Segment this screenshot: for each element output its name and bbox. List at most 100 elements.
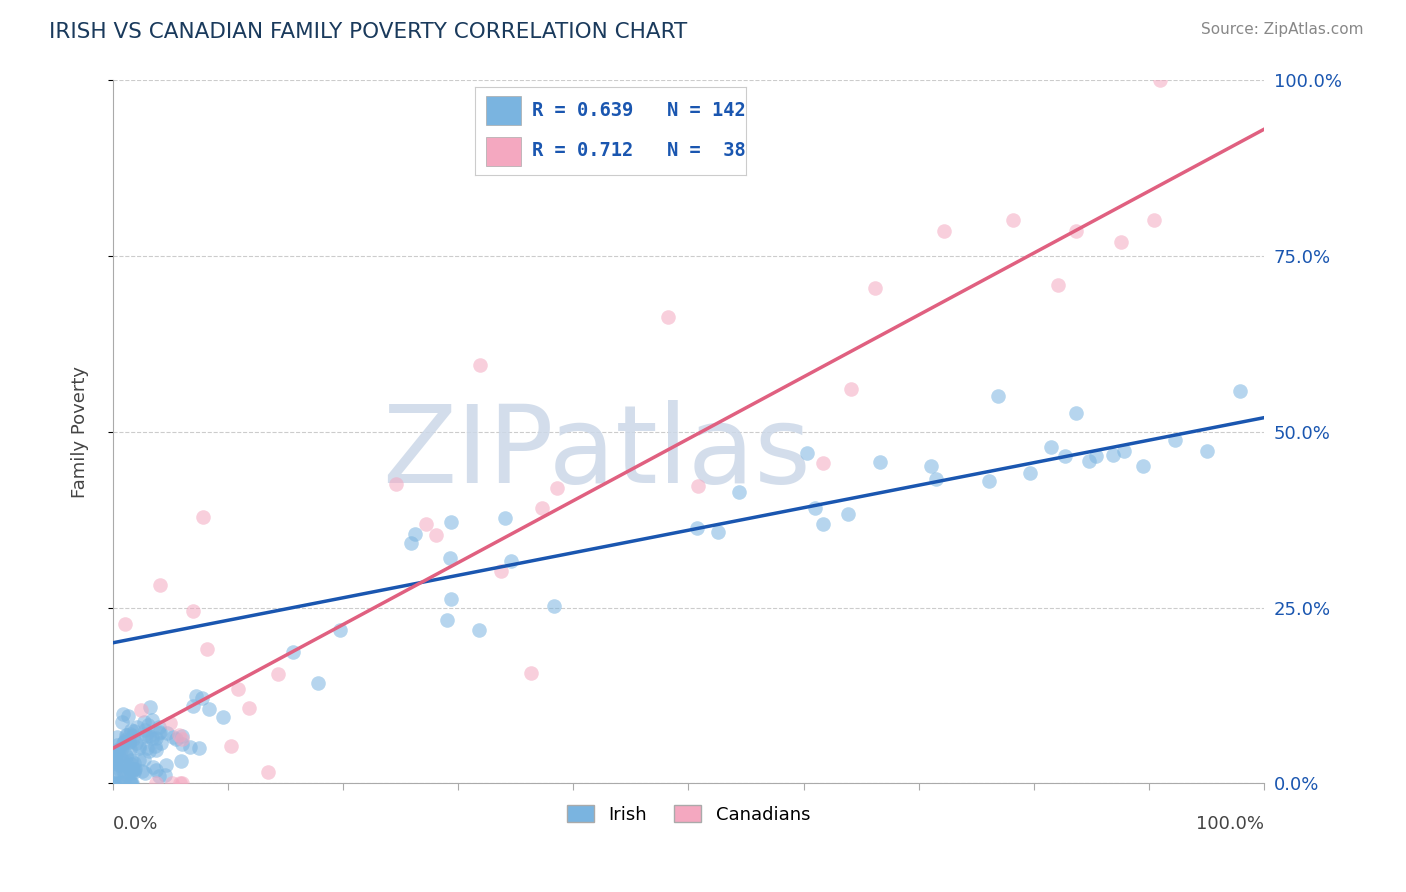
Point <box>114 766 136 780</box>
Point <box>1047 277 1070 292</box>
Point <box>804 500 827 515</box>
Point <box>267 666 290 681</box>
Point <box>115 755 138 769</box>
Point <box>165 732 187 747</box>
Point <box>813 516 835 531</box>
Point <box>149 724 172 739</box>
Point <box>117 765 139 780</box>
Point <box>111 753 134 767</box>
Point <box>979 474 1001 488</box>
Point <box>128 740 150 755</box>
Point <box>546 481 568 495</box>
Point <box>121 776 143 790</box>
Point <box>122 756 145 771</box>
Point <box>399 536 422 550</box>
Point <box>1039 440 1062 454</box>
Point <box>169 728 191 742</box>
Point <box>385 476 408 491</box>
Point <box>120 766 142 780</box>
Text: IRISH VS CANADIAN FAMILY POVERTY CORRELATION CHART: IRISH VS CANADIAN FAMILY POVERTY CORRELA… <box>49 22 688 42</box>
Point <box>150 736 173 750</box>
Point <box>193 510 215 524</box>
Point <box>141 713 163 727</box>
Point <box>925 472 948 486</box>
Point <box>1054 449 1077 463</box>
Point <box>468 624 491 638</box>
Point <box>440 516 463 530</box>
Point <box>104 767 127 781</box>
Point <box>120 742 142 756</box>
Point <box>1001 212 1024 227</box>
Point <box>132 752 155 766</box>
Point <box>142 759 165 773</box>
Point <box>139 700 162 714</box>
Point <box>179 740 201 755</box>
Point <box>145 763 167 777</box>
Point <box>257 764 280 779</box>
Point <box>1114 443 1136 458</box>
Point <box>1143 212 1166 227</box>
Point <box>135 729 157 743</box>
Point <box>124 763 146 777</box>
Point <box>127 720 149 734</box>
Point <box>404 527 426 541</box>
Point <box>145 776 167 790</box>
Point <box>839 383 862 397</box>
Point <box>211 710 233 724</box>
Point <box>149 578 172 592</box>
Point <box>170 754 193 768</box>
Point <box>657 310 679 324</box>
Point <box>115 728 138 742</box>
Point <box>1085 449 1108 463</box>
Point <box>156 726 179 740</box>
Point <box>112 736 135 750</box>
Point <box>114 748 136 763</box>
Point <box>148 726 170 740</box>
Point <box>131 764 153 778</box>
Point <box>468 358 491 372</box>
Text: Source: ZipAtlas.com: Source: ZipAtlas.com <box>1201 22 1364 37</box>
Point <box>183 698 205 713</box>
Point <box>170 729 193 743</box>
Point <box>148 768 170 782</box>
Point <box>121 762 143 776</box>
Point <box>111 764 134 778</box>
Point <box>1197 443 1219 458</box>
Point <box>105 731 128 745</box>
Point <box>869 455 891 469</box>
Point <box>491 564 513 578</box>
Point <box>138 718 160 732</box>
Point <box>121 732 143 747</box>
Point <box>706 524 728 539</box>
Legend: Irish, Canadians: Irish, Canadians <box>560 797 817 830</box>
Point <box>134 766 156 780</box>
Point <box>811 456 834 470</box>
Point <box>155 758 177 772</box>
Point <box>329 623 352 637</box>
Point <box>120 776 142 790</box>
Point <box>1101 448 1123 462</box>
Point <box>440 591 463 606</box>
Point <box>932 224 955 238</box>
Point <box>132 714 155 729</box>
Point <box>172 776 194 790</box>
Point <box>136 741 159 756</box>
Point <box>226 682 249 697</box>
Point <box>191 691 214 706</box>
Point <box>120 776 142 790</box>
Point <box>117 763 139 777</box>
Point <box>115 748 138 763</box>
Point <box>198 702 221 716</box>
Point <box>920 459 942 474</box>
Point <box>103 776 125 790</box>
Point <box>160 776 183 790</box>
Point <box>1164 433 1187 447</box>
Point <box>107 776 129 790</box>
Point <box>436 613 458 627</box>
Point <box>103 776 125 790</box>
Point <box>122 762 145 776</box>
Point <box>138 729 160 743</box>
Point <box>118 735 141 749</box>
Point <box>120 757 142 772</box>
Point <box>135 727 157 741</box>
